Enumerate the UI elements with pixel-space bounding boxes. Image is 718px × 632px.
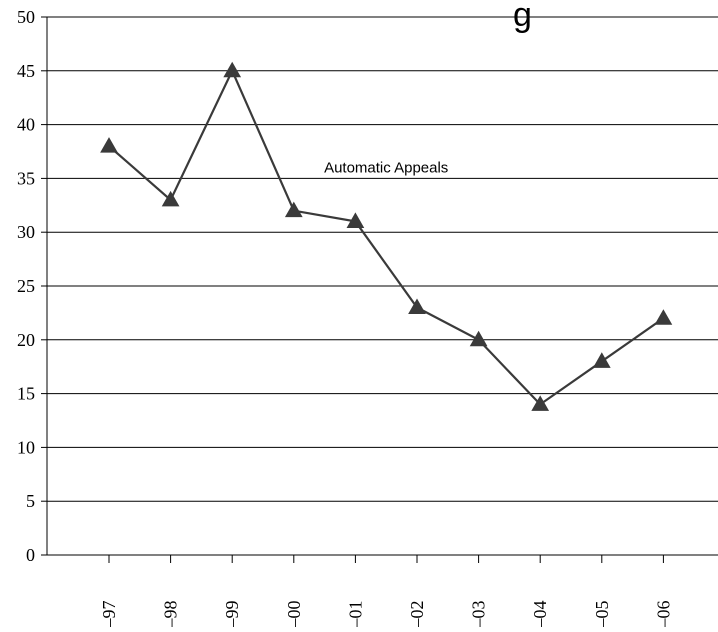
x-tick-label-7: 03–04 (530, 601, 550, 628)
x-tick-label-6: 02–03 (469, 601, 489, 628)
annotation-label: Automatic Appeals (324, 160, 448, 177)
y-tick-label-0: 0 (26, 545, 35, 565)
series-point-1 (161, 190, 180, 207)
x-tick-label-4: 00–01 (345, 601, 365, 628)
x-tick-label-3: 99–00 (284, 601, 304, 628)
x-tick-label-5: 01–02 (407, 601, 427, 628)
series-point-5 (408, 298, 426, 315)
series-group (100, 61, 673, 411)
series-point-2 (223, 61, 242, 78)
x-tick-label-0: 96–97 (99, 601, 119, 628)
y-tick-label-45: 45 (17, 61, 35, 81)
series-point-3 (284, 201, 303, 218)
y-tick-label-20: 20 (17, 330, 35, 350)
title-fragment: g (513, 0, 532, 34)
series-point-6 (469, 330, 488, 347)
x-tick-label-1: 97–98 (161, 601, 181, 628)
y-tick-label-30: 30 (17, 222, 35, 242)
x-tick-label-8: 04–05 (592, 601, 612, 628)
series-point-9 (654, 309, 673, 325)
y-tick-label-35: 35 (17, 168, 35, 188)
series-point-7 (531, 395, 550, 411)
series-point-4 (346, 212, 365, 228)
y-tick-label-5: 5 (26, 491, 35, 511)
y-tick-label-15: 15 (17, 384, 35, 404)
y-tick-label-10: 10 (17, 437, 35, 457)
series-point-0 (100, 137, 118, 153)
y-tick-label-40: 40 (17, 115, 35, 135)
annotations: Automatic Appeals (324, 160, 448, 177)
gridlines (47, 16, 718, 502)
y-tick-label-25: 25 (17, 276, 35, 296)
x-tick-labels: 96–97 97–98 98–99 99–00 00–01 01–02 02–03 03–04… (99, 601, 673, 632)
x-tick-label-2: 98–99 (222, 601, 242, 628)
y-tick-labels: 0 5 10 15 20 25 30 35 40 45 50 (17, 7, 35, 565)
series-line-0 (108, 68, 665, 406)
axes (41, 16, 718, 563)
series-point-8 (592, 352, 611, 368)
y-tick-label-50: 50 (17, 7, 35, 27)
x-tick-label-9: 05–06 (653, 601, 673, 628)
